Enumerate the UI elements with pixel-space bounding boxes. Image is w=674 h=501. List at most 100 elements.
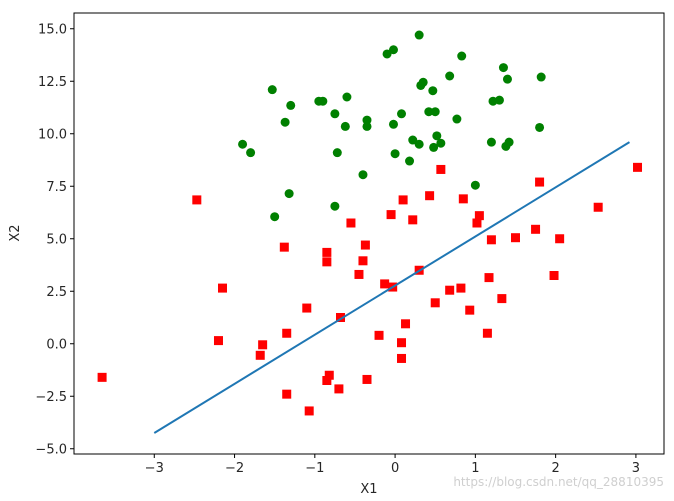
green-point — [330, 201, 340, 211]
y-tick-label: −2.5 — [35, 390, 67, 405]
y-tick-label: 10.0 — [38, 127, 67, 142]
series-layer — [97, 30, 643, 434]
green-point — [388, 45, 398, 55]
red-square-point — [336, 313, 346, 322]
green-point — [382, 49, 392, 59]
green-point — [436, 138, 446, 148]
green-point — [358, 170, 368, 180]
red-square-point — [386, 210, 396, 220]
green-point — [430, 107, 440, 117]
green-point — [470, 180, 480, 190]
red-square-point — [474, 211, 484, 221]
red-square-point — [430, 298, 440, 308]
red-square-point — [398, 195, 408, 205]
x-axis-label: X1 — [360, 482, 377, 497]
green-point — [504, 137, 514, 147]
x-tick-label: −1 — [305, 461, 324, 476]
red-square-point — [593, 202, 603, 212]
red-square-point — [346, 218, 356, 228]
red-square-point — [258, 340, 268, 350]
red-square-point — [322, 247, 332, 257]
green-point — [397, 109, 407, 119]
green-point — [486, 137, 496, 147]
plot-area — [74, 13, 664, 454]
green-point — [536, 72, 546, 82]
green-point — [432, 131, 442, 141]
red-square-point — [555, 234, 565, 244]
green-point — [340, 121, 350, 131]
green-point — [414, 139, 424, 149]
red-square-point — [380, 279, 390, 289]
green-point — [238, 139, 248, 149]
red-square-point — [397, 338, 407, 348]
red-square-point — [322, 257, 332, 267]
green-point — [502, 74, 512, 84]
red-square-point — [401, 319, 411, 329]
red-square-point — [633, 162, 643, 172]
red-square-point — [408, 215, 418, 225]
red-square-point — [549, 271, 559, 280]
green-point — [452, 114, 462, 124]
red-square-point — [362, 374, 372, 384]
green-point — [405, 156, 415, 166]
green-point — [342, 92, 352, 102]
red-square-point — [334, 384, 344, 394]
red-square-point — [279, 242, 289, 252]
x-tick-label: −3 — [145, 461, 164, 476]
green-point — [314, 96, 324, 106]
green-point — [414, 30, 424, 40]
red-square-point — [322, 376, 332, 385]
green-point — [408, 135, 418, 145]
red-square-point — [97, 372, 107, 382]
green-point — [362, 121, 372, 131]
red-square-point — [456, 283, 466, 293]
red-square-point — [510, 233, 520, 243]
red-square-point — [472, 218, 482, 228]
red-square-point — [358, 256, 368, 266]
red-square-point — [436, 164, 446, 174]
x-tick-label: −2 — [225, 461, 244, 476]
green-point — [535, 122, 545, 132]
red-square-point — [354, 269, 364, 279]
green-point — [246, 148, 256, 158]
red-square-point — [535, 177, 545, 187]
green-point — [494, 95, 504, 105]
red-square-point — [213, 336, 223, 346]
y-tick-label: 15.0 — [38, 22, 67, 37]
y-tick-label: −5.0 — [35, 442, 67, 457]
red-square-point — [192, 195, 202, 205]
red-square-point — [282, 389, 292, 399]
red-square-point — [324, 370, 334, 380]
red-square-point — [374, 330, 384, 340]
green-point — [280, 117, 290, 127]
green-point — [429, 142, 439, 152]
green-point — [332, 148, 342, 158]
y-tick-label: 12.5 — [38, 75, 67, 90]
red-square-point — [302, 303, 312, 313]
green-point — [286, 100, 296, 110]
x-axis: −3 −2 −1 0 1 2 3 — [145, 454, 640, 476]
y-tick-label: 2.5 — [46, 285, 67, 300]
red-square-point — [304, 406, 314, 416]
y-tick-label: 5.0 — [46, 232, 67, 247]
green-point — [424, 107, 434, 117]
x-tick-label: 0 — [391, 461, 399, 476]
green-point — [498, 63, 508, 73]
red-square-point — [360, 240, 370, 250]
red-square-point — [484, 273, 494, 283]
red-square-point — [218, 283, 228, 293]
decision-boundary-line — [153, 141, 631, 434]
y-tick-label: 7.5 — [46, 180, 67, 195]
x-tick-label: 3 — [632, 461, 640, 476]
red-square-point — [465, 305, 475, 315]
red-square-point — [397, 353, 407, 363]
green-point — [330, 109, 340, 119]
green-point — [416, 80, 426, 90]
red-square-point — [531, 224, 541, 234]
red-square-point — [445, 285, 455, 295]
y-tick-label: 0.0 — [46, 337, 67, 352]
green-point — [390, 149, 400, 159]
red-square-point — [486, 235, 496, 245]
